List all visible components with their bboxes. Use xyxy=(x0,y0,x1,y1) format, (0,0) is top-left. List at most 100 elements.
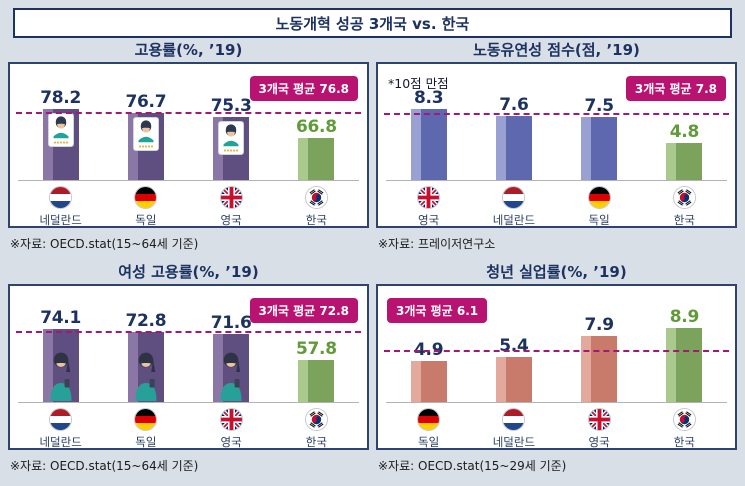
bar xyxy=(127,332,164,402)
flag-uk-icon xyxy=(219,186,243,209)
main-title-text: 노동개혁 성공 3개국 vs. 한국 xyxy=(275,14,470,33)
flag-kr-icon xyxy=(304,408,328,431)
average-dashed-line xyxy=(16,331,361,333)
bar-value-label: 74.1 xyxy=(40,308,81,328)
bar xyxy=(42,329,79,402)
bar xyxy=(298,138,335,180)
flag-cell: 영국 xyxy=(557,403,642,449)
country-label: 한국 xyxy=(305,213,327,227)
bar-cell: 76.7 xyxy=(103,92,188,180)
country-label: 네덜란드 xyxy=(492,435,536,449)
bar-cell: 74.1 xyxy=(18,308,103,402)
chart-panel: 노동유연성 점수(점, ’19) *10점 만점 3개국 평균 7.8 8.3 … xyxy=(376,40,737,252)
flag-cell: 네덜란드 xyxy=(471,403,556,449)
bar xyxy=(298,360,335,402)
bar xyxy=(666,143,703,180)
woman-worker-icon xyxy=(46,351,76,401)
panel-title: 여성 고용률(%, ’19) xyxy=(118,263,259,281)
flag-cell: 네덜란드 xyxy=(18,403,103,449)
flags-row: 독일 네덜란드 영국 한국 xyxy=(386,403,727,449)
bar xyxy=(581,117,618,180)
bar-value-label: 76.7 xyxy=(125,92,167,112)
source-note: ※자료: OECD.stat(15~64세 기준) xyxy=(10,237,199,251)
baseline xyxy=(18,402,359,403)
country-label: 네덜란드 xyxy=(492,213,536,227)
bar-value-label: 4.8 xyxy=(669,122,700,142)
bar xyxy=(495,357,532,402)
flag-cell: 한국 xyxy=(642,181,727,227)
bar-value-label: 57.8 xyxy=(296,339,337,359)
bar xyxy=(213,117,250,180)
flags-row: 네덜란드 독일 영국 한국 xyxy=(18,181,359,227)
country-label: 네덜란드 xyxy=(39,435,82,449)
flag-cell: 네덜란드 xyxy=(18,181,103,227)
bar xyxy=(410,361,447,402)
country-label: 독일 xyxy=(135,435,157,449)
flag-nl-icon xyxy=(502,408,526,431)
flag-uk-icon xyxy=(219,408,243,431)
average-badge: 3개국 평균 76.8 xyxy=(249,76,358,101)
country-label: 영국 xyxy=(418,213,440,227)
average-badge: 3개국 평균 6.1 xyxy=(387,298,488,323)
bars-row: 74.1 72.8 71.6 57.8 xyxy=(18,286,359,402)
woman-worker-icon xyxy=(216,351,246,401)
flag-uk-icon xyxy=(417,186,441,209)
flag-de-icon xyxy=(134,186,158,209)
flag-nl-icon xyxy=(49,408,73,431)
bar xyxy=(581,336,618,402)
bar-value-label: 7.6 xyxy=(499,95,529,115)
country-label: 네덜란드 xyxy=(39,213,82,227)
panel-box: 3개국 평균 72.8 74.1 72.8 71.6 57.8 네덜란드 독일 … xyxy=(8,284,369,450)
bar xyxy=(666,328,703,402)
woman-worker-icon xyxy=(131,351,161,401)
bar-value-label: 7.9 xyxy=(584,315,615,335)
panel-box: *10점 만점 3개국 평균 7.8 8.3 7.6 7.5 4.8 영국 네덜… xyxy=(376,62,737,228)
bar-cell: 75.3 xyxy=(189,96,274,180)
id-card-photo-icon xyxy=(132,117,159,151)
flag-de-icon xyxy=(134,408,158,431)
flag-nl-icon xyxy=(49,186,73,209)
average-badge: 3개국 평균 72.8 xyxy=(249,298,358,323)
bars-row: 8.3 7.6 7.5 4.8 xyxy=(386,64,727,180)
bar xyxy=(495,116,532,180)
bar xyxy=(213,334,250,402)
average-badge: 3개국 평균 7.8 xyxy=(625,76,726,101)
bar-value-label: 72.8 xyxy=(125,311,167,331)
flag-cell: 독일 xyxy=(557,181,642,227)
bar-cell: 8.3 xyxy=(386,88,471,180)
flags-row: 영국 네덜란드 독일 한국 xyxy=(386,181,727,227)
flag-cell: 영국 xyxy=(189,403,274,449)
panel-title: 고용률(%, ’19) xyxy=(134,41,243,59)
flag-de-icon xyxy=(417,408,441,431)
flag-cell: 영국 xyxy=(189,181,274,227)
bar-cell: 7.9 xyxy=(557,315,642,402)
country-label: 독일 xyxy=(418,435,440,449)
bar-value-label: 75.3 xyxy=(210,96,252,116)
flag-cell: 영국 xyxy=(386,181,471,227)
panel-box: 3개국 평균 6.1 4.9 5.4 7.9 8.9 독일 네덜란드 영국 한국 xyxy=(376,284,737,450)
bar-cell: 66.8 xyxy=(274,117,359,180)
bar-cell: 8.9 xyxy=(642,307,727,402)
bar-value-label: 8.3 xyxy=(414,88,444,108)
average-dashed-line xyxy=(384,113,729,115)
bars-row: 78.2 76.7 75.3 66.8 xyxy=(18,64,359,180)
panel-title: 청년 실업률(%, ’19) xyxy=(486,263,627,281)
source-note: ※자료: OECD.stat(15~29세 기준) xyxy=(378,459,567,473)
flag-cell: 한국 xyxy=(642,403,727,449)
bar xyxy=(410,109,447,180)
id-card-photo-icon xyxy=(218,121,245,155)
baseline xyxy=(386,180,727,181)
bar-cell: 7.5 xyxy=(557,96,642,180)
bar-value-label: 5.4 xyxy=(499,336,529,356)
id-card-photo-icon xyxy=(47,113,74,147)
bar-value-label: 66.8 xyxy=(296,117,337,137)
country-label: 한국 xyxy=(673,213,695,227)
bar-value-label: 8.9 xyxy=(669,307,700,327)
flag-kr-icon xyxy=(672,186,696,209)
baseline xyxy=(386,402,727,403)
flag-nl-icon xyxy=(502,186,526,209)
bar-value-label: 7.5 xyxy=(584,96,615,116)
flag-cell: 한국 xyxy=(274,403,359,449)
